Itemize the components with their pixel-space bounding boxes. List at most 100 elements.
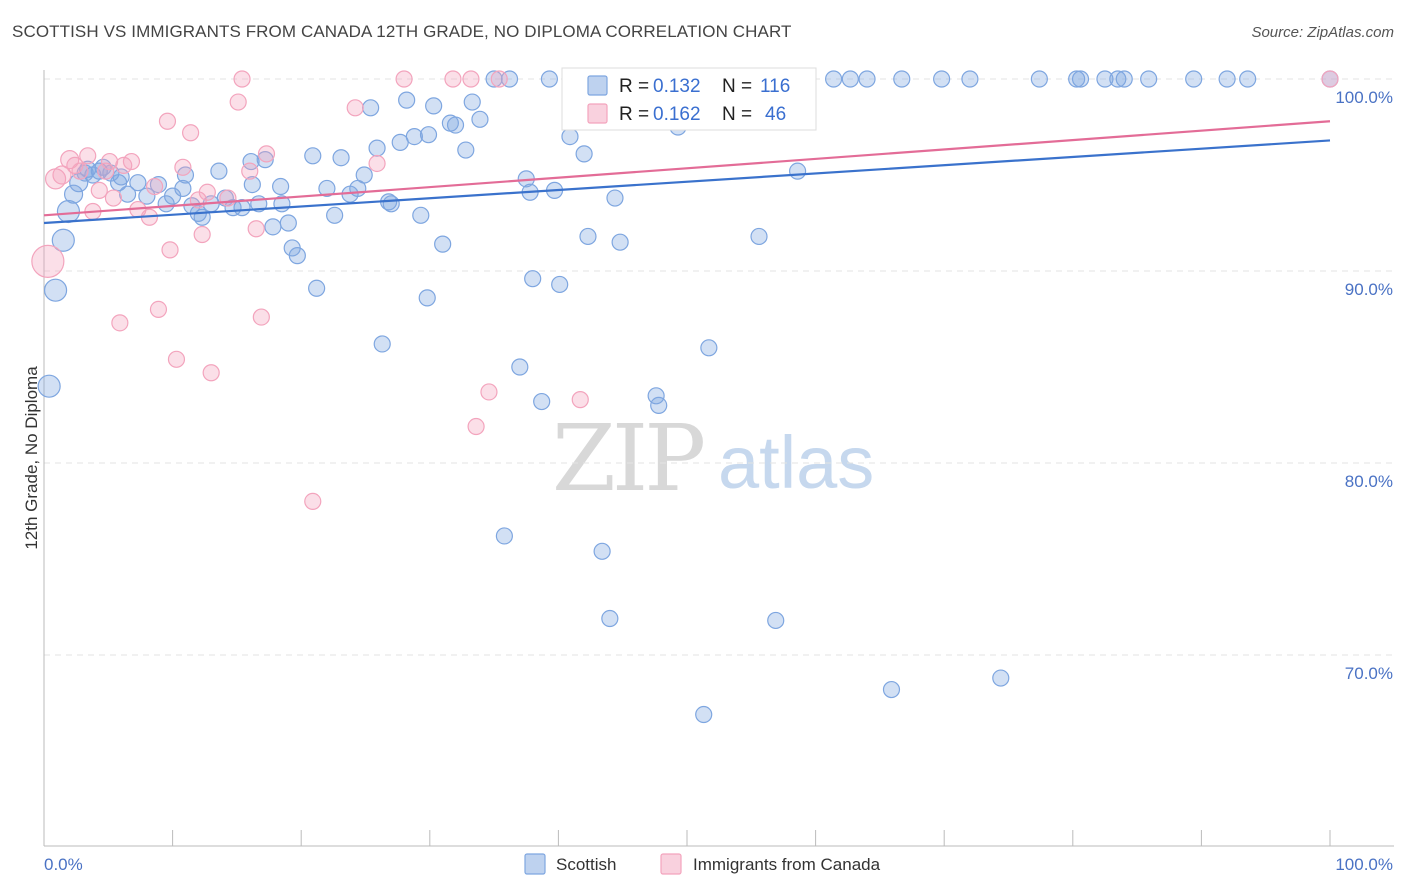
scottish-point-37 [332, 149, 350, 167]
canada-point-19 [158, 112, 177, 130]
legend-top-n-label-1: N = [722, 76, 752, 97]
scottish-point-103 [1115, 70, 1133, 88]
legend-swatch-scottish[interactable] [524, 853, 546, 875]
canada-point-34 [257, 145, 276, 163]
scottish-point-61 [524, 270, 542, 288]
y-tick-labels: 100.0% 90.0% 80.0% 70.0% [1335, 88, 1393, 683]
scottish-point-65 [551, 275, 569, 294]
legend-top-n-value-1: 116 [760, 76, 790, 97]
scottish-point-21 [210, 162, 228, 180]
canada-points [31, 70, 1339, 510]
scottish-point-1 [43, 278, 68, 302]
scottish-point-81 [695, 705, 713, 724]
scottish-point-95 [933, 70, 951, 88]
legend-label-scottish[interactable]: Scottish [556, 855, 616, 874]
scottish-point-56 [471, 110, 489, 128]
y-tick-label-1: 90.0% [1345, 280, 1393, 299]
scottish-point-12 [129, 174, 147, 192]
scottish-point-72 [606, 189, 624, 207]
watermark-zip: ZIP [552, 405, 703, 512]
canada-point-32 [247, 220, 265, 238]
canada-point-18 [149, 300, 168, 318]
scottish-point-118 [272, 177, 290, 196]
legend-label-canada[interactable]: Immigrants from Canada [693, 855, 881, 874]
scottish-point-76 [647, 387, 665, 405]
canada-point-37 [368, 154, 386, 173]
x-tick-label-min: 0.0% [44, 855, 83, 874]
canada-point-0 [31, 244, 65, 278]
scottish-point-99 [1068, 70, 1086, 88]
scottish-point-110 [419, 126, 438, 144]
legend-bottom: Scottish Immigrants from Canada [524, 853, 881, 875]
canada-point-27 [202, 364, 220, 382]
trend-lines [43, 120, 1331, 225]
scottish-point-41 [362, 99, 380, 117]
scottish-point-62 [533, 392, 551, 411]
scottish-point-77 [650, 396, 668, 414]
source-credit[interactable]: Source: ZipAtlas.com [1251, 24, 1394, 41]
scottish-point-47 [405, 128, 423, 146]
scottish-point-93 [882, 680, 901, 699]
scottish-point-97 [992, 669, 1010, 687]
canada-point-44 [1321, 70, 1339, 88]
scottish-point-98 [1030, 70, 1048, 88]
scottish-point-104 [1140, 70, 1158, 88]
scottish-point-11 [118, 185, 137, 203]
canada-point-23 [182, 124, 200, 142]
canada-point-45 [490, 70, 508, 88]
canada-point-30 [233, 70, 251, 88]
scottish-point-0 [37, 374, 61, 398]
canada-point-36 [346, 99, 364, 117]
scottish-point-100 [1071, 70, 1090, 88]
scottish-point-46 [398, 91, 416, 109]
x-ticks [43, 830, 1331, 846]
scottish-point-50 [425, 97, 443, 115]
legend-top-r-label-1: R = [619, 76, 649, 97]
legend-top-r-value-2: 0.162 [653, 104, 701, 125]
canada-point-29 [229, 93, 247, 111]
canada-point-35 [304, 492, 322, 510]
scottish-point-59 [511, 358, 529, 376]
scottish-point-49 [418, 289, 436, 307]
axes [43, 70, 1394, 847]
watermark: ZIP atlas [552, 405, 874, 512]
legend-top-n-value-2: 46 [765, 104, 786, 125]
legend-top-r-value-1: 0.132 [653, 76, 701, 97]
scottish-point-66 [561, 128, 579, 146]
scottish-point-17 [174, 179, 192, 198]
canada-trend-line [43, 120, 1331, 217]
scottish-point-30 [279, 214, 297, 232]
scottish-point-109 [750, 227, 768, 246]
scottish-point-102 [1109, 70, 1127, 88]
legend-swatch-canada[interactable] [660, 853, 682, 875]
scottish-point-71 [601, 609, 619, 628]
scottish-point-96 [961, 70, 979, 88]
canada-point-31 [241, 162, 259, 180]
scottish-point-111 [243, 176, 261, 194]
scottish-point-92 [858, 70, 876, 88]
scottish-point-106 [1218, 70, 1236, 88]
scottish-point-101 [1096, 70, 1114, 88]
scottish-trend-line [43, 139, 1331, 225]
scottish-point-33 [304, 147, 322, 165]
canada-point-5 [71, 162, 89, 180]
canada-point-14 [122, 152, 141, 171]
canada-point-41 [467, 417, 485, 436]
y-tick-label-2: 80.0% [1345, 472, 1393, 491]
scottish-point-70 [593, 542, 611, 560]
scottish-point-68 [579, 227, 597, 246]
legend-top-r-label-2: R = [619, 104, 649, 125]
chart-title: SCOTTISH VS IMMIGRANTS FROM CANADA 12TH … [12, 22, 792, 41]
scottish-point-94 [893, 70, 911, 88]
canada-point-10 [100, 152, 119, 171]
scottish-point-3 [56, 199, 81, 224]
canada-point-20 [161, 241, 179, 259]
scottish-point-74 [495, 527, 513, 545]
scottish-point-54 [457, 141, 475, 159]
canada-point-11 [104, 189, 123, 207]
y-axis-label: 12th Grade, No Diploma [22, 366, 41, 550]
scottish-point-35 [318, 179, 336, 198]
scottish-point-86 [767, 611, 785, 630]
canada-point-13 [115, 156, 133, 174]
